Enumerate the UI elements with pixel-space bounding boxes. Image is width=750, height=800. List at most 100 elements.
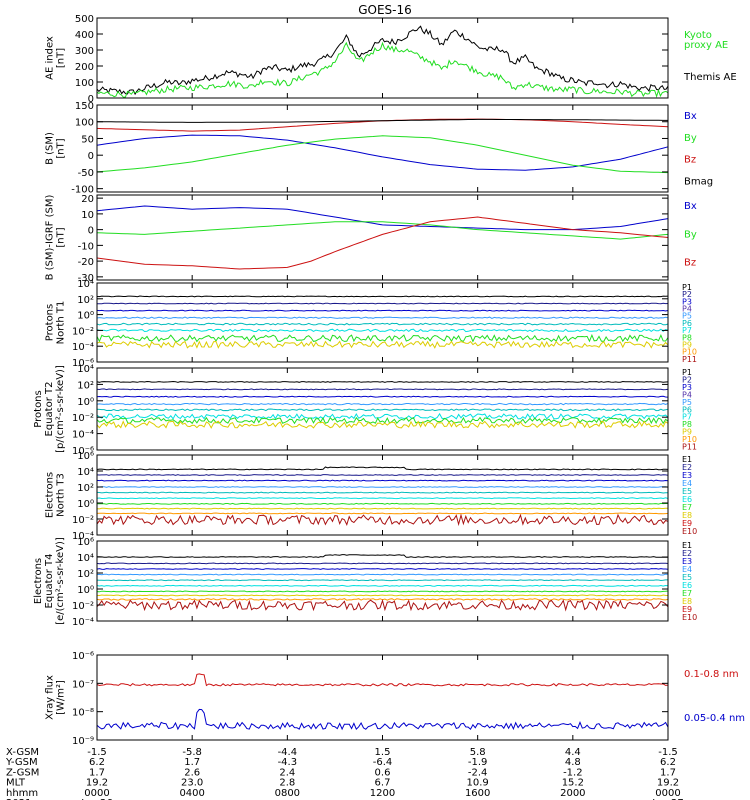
legend-entry: P7 [682,413,692,422]
time-row-value: 2000 [560,788,585,799]
series-group [96,25,669,99]
y-axis-label-line: Xray flux [45,675,56,720]
time-row-value: 1.7 [89,767,105,778]
panel-2: -100 -50 0 50 100 150 B (SM) [nT] Bx By Bz Bmag [45,101,714,196]
series-e7 [96,590,669,593]
legend-entry: E5 [682,573,692,582]
series-p4 [96,316,669,319]
legend-entry: By [684,133,697,144]
legend-entry: E3 [682,557,692,566]
y-tick-label: 150 [75,101,94,112]
legend-entry: P4 [682,390,692,399]
legend-entry: Bz [684,155,696,166]
time-row-value: 0000 [84,788,109,799]
y-axis-label-line: Protons [45,304,56,341]
series-p7 [96,416,669,425]
time-row-label: hhmm [6,788,38,799]
legend-entry: P8 [682,420,692,429]
legend-entry: P10 [682,435,697,444]
series-e1 [96,554,668,558]
series-e10 [96,513,669,527]
series-bz [96,216,669,270]
y-axis-label-line: Electrons [33,558,44,604]
y-tick-label: 10⁶ [77,451,94,462]
series-group [96,118,669,174]
y-tick-label: 10² [77,295,94,306]
legend-entry: Bmag [684,176,713,187]
time-row-label: 2021 [6,798,31,800]
y-tick-label: -20 [78,257,94,268]
time-row-value: -4.3 [278,757,298,768]
series-e7 [96,502,668,505]
legend-entry: P7 [682,326,692,335]
legend-entry: P2 [682,290,692,299]
time-row-value: 1.5 [375,747,391,758]
series-p5 [96,408,669,412]
time-row-value: -1.9 [468,757,488,768]
y-tick-label: -30 [78,273,94,284]
y-tick-label: 10⁻⁶ [72,358,94,369]
y-tick-label: 10⁻⁴ [72,617,94,628]
y-tick-label: 0 [88,94,94,105]
series-bx [96,205,669,231]
y-axis-label-line: Equator T2 [44,382,55,437]
series-e6 [96,584,669,587]
y-tick-label: 10² [77,569,94,580]
time-row-value: 23.0 [181,778,203,789]
legend-entry: By [684,229,697,240]
legend-entry: P2 [682,375,692,384]
y-tick-label: 200 [75,62,94,73]
series-p2 [96,302,669,305]
series-p6 [96,328,669,333]
series-p5 [96,322,669,326]
time-row-value: 19.2 [657,778,679,789]
time-row-value: -6.4 [373,757,393,768]
legend: 0.1-0.8 nm 0.05-0.4 nm [684,669,745,724]
y-axis-label-line: [nT] [56,138,67,158]
legend: Bx By Bz [684,201,697,269]
series-themis-ae [96,25,669,96]
series-e8 [96,507,669,510]
figure-title: GOES-16 [358,3,412,17]
y-tick-label: 10⁴ [77,279,94,290]
legend-entry: E10 [682,613,697,622]
y-axis-label-line: [W/m²] [56,680,67,715]
legend-entry: P3 [682,383,692,392]
legend-entry: E6 [682,581,692,590]
legend-entry: E7 [682,589,692,598]
y-tick-label: 100 [75,118,94,129]
time-row-value: 0800 [275,788,300,799]
y-tick-label: 10⁻⁴ [72,342,94,353]
series-p1 [96,295,669,298]
y-tick-label: 10² [77,380,94,391]
time-row-label: Y-GSM [5,757,38,768]
y-axis-label-line: [nT] [56,48,67,68]
legend-entry: P3 [682,297,692,306]
y-axis-label-line: AE index [45,36,56,80]
y-axis-label-line: North T1 [56,301,67,345]
legend-entry: E4 [682,565,692,574]
time-row-value: 1.7 [660,767,676,778]
plot-frame [96,194,669,281]
y-tick-label: 50 [81,134,94,145]
series-p2 [96,388,669,391]
y-tick-label: 400 [75,30,94,41]
series-e8 [96,594,669,597]
time-row-value: -1.5 [87,747,107,758]
legend-entry: Bx [684,111,697,122]
legend-entry: 0.05-0.4 nm [684,713,745,724]
y-tick-label: -100 [71,185,94,196]
legend-entry: Themis AE [683,72,737,83]
y-axis-label-line: B (SM)-IGRF (SM) [45,195,56,281]
plot-frame [96,104,669,193]
y-axis-label-line: [nT] [56,227,67,247]
legend-entry: P5 [682,312,692,321]
legend-entry: E1 [682,455,692,464]
y-tick-label: 10⁻⁸ [72,708,94,719]
time-row-value: -2.4 [468,767,488,778]
